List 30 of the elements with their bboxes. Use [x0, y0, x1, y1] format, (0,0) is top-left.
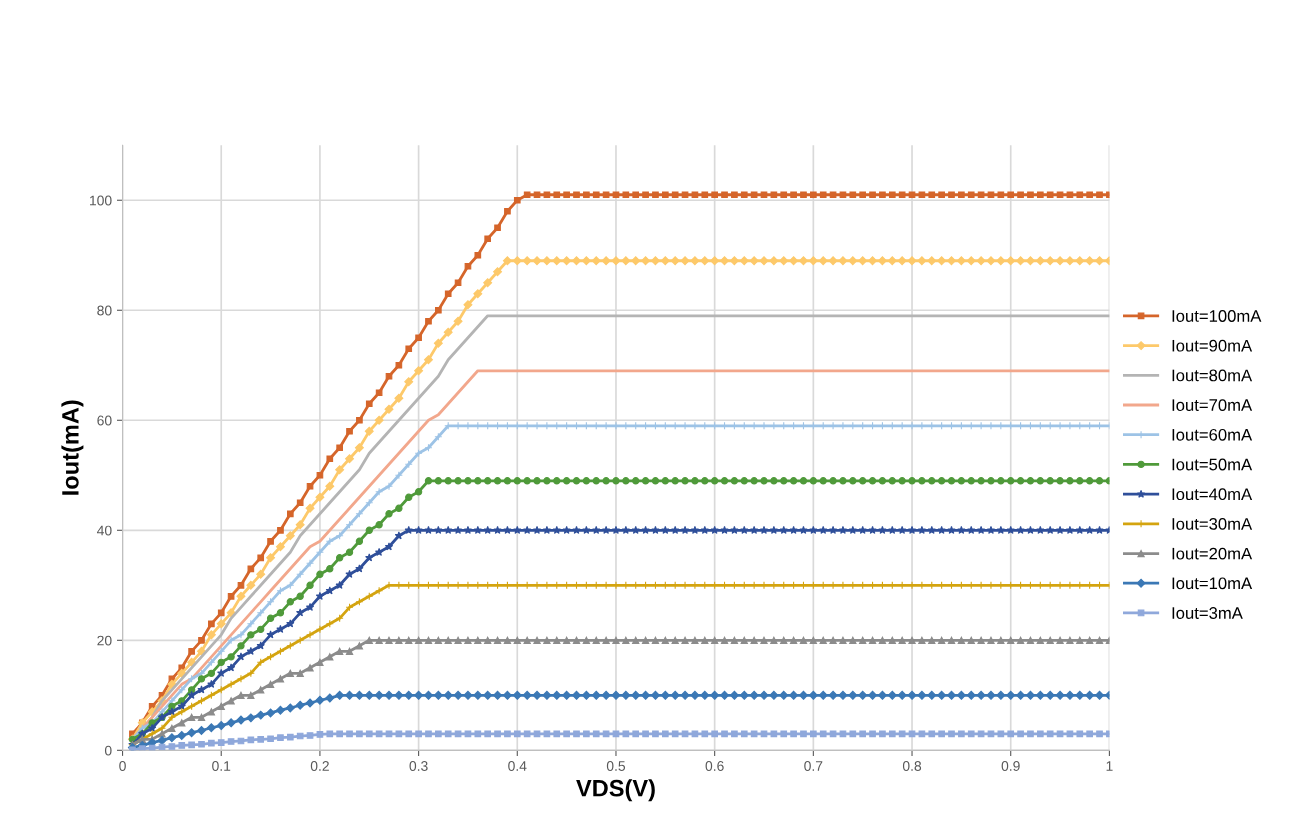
- legend-label: Iout=100mA: [1172, 310, 1262, 322]
- legend-label: Iout=60mA: [1172, 428, 1253, 441]
- x-tick-label: 0.8: [902, 761, 922, 771]
- x-tick-label: 0.6: [705, 761, 724, 771]
- y-tick-label: 40: [97, 525, 112, 536]
- x-axis-title: VDS(V): [576, 779, 655, 802]
- y-axis-title: Iout(mA): [61, 400, 84, 495]
- legend-label: Iout=3mA: [1172, 607, 1243, 619]
- y-tick-label: 0: [104, 745, 112, 756]
- x-tick-label: 0.5: [606, 761, 626, 771]
- y-tick-label: 100: [90, 195, 112, 206]
- legend-label: Iout=20mA: [1172, 547, 1253, 560]
- legend-label: Iout=10mA: [1172, 577, 1253, 590]
- y-tick-label: 60: [97, 415, 112, 426]
- x-tick-label: 0.9: [1001, 761, 1020, 771]
- legend-label: Iout=50mA: [1172, 458, 1253, 471]
- x-tick-label: 0.4: [508, 761, 527, 771]
- legend-label: Iout=30mA: [1172, 518, 1253, 530]
- y-tick-label: 20: [97, 635, 112, 646]
- y-tick-label: 80: [97, 305, 112, 316]
- x-tick-label: 0.7: [804, 761, 823, 771]
- legend-label: Iout=80mA: [1172, 369, 1253, 382]
- legend-label: Iout=70mA: [1172, 399, 1253, 411]
- x-tick-label: 0.1: [212, 761, 231, 771]
- x-tick-label: 0.3: [409, 761, 428, 771]
- legend-label: Iout=90mA: [1172, 339, 1253, 352]
- x-tick-label: 1: [1106, 761, 1113, 771]
- x-tick-label: 0: [119, 761, 126, 771]
- legend-label: Iout=40mA: [1172, 488, 1253, 501]
- x-tick-label: 0.2: [310, 761, 329, 771]
